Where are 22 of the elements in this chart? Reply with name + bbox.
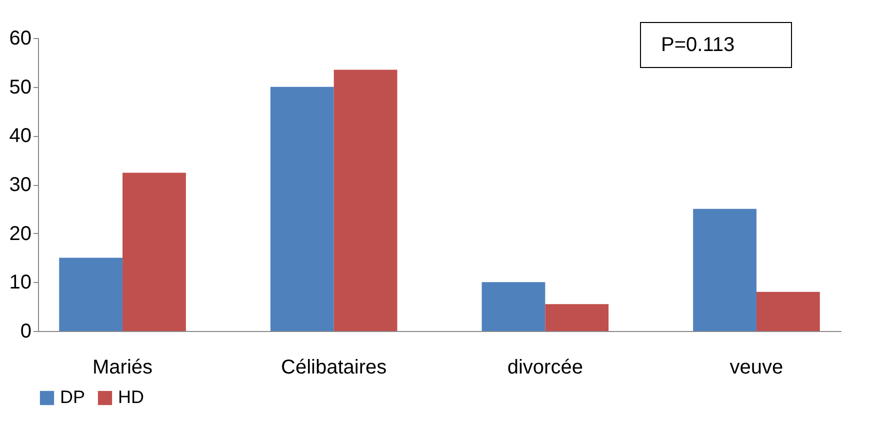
bar (122, 172, 186, 331)
y-tick-label: 0 (20, 320, 32, 342)
x-tick-label: veuve (730, 356, 784, 378)
y-tick-label: 10 (9, 272, 32, 294)
y-tick-label: 50 (9, 76, 32, 98)
x-tick-label: Mariés (92, 356, 153, 378)
x-tick-label: divorcée (507, 356, 583, 378)
bar (482, 282, 546, 331)
bar (334, 70, 398, 331)
x-tick-label: Célibataires (281, 356, 387, 378)
bar (756, 292, 820, 331)
note-box: P=0.113 (640, 22, 792, 68)
y-tick-label: 20 (9, 222, 32, 245)
bar (59, 258, 123, 331)
legend-label: DP (60, 387, 86, 407)
y-tick-label: 60 (9, 28, 32, 50)
y-tick-label: 30 (9, 174, 32, 196)
legend-label: HD (118, 387, 144, 407)
bar (693, 208, 756, 331)
bar (545, 304, 609, 331)
bar (270, 86, 334, 331)
y-tick-label: 40 (9, 125, 32, 148)
